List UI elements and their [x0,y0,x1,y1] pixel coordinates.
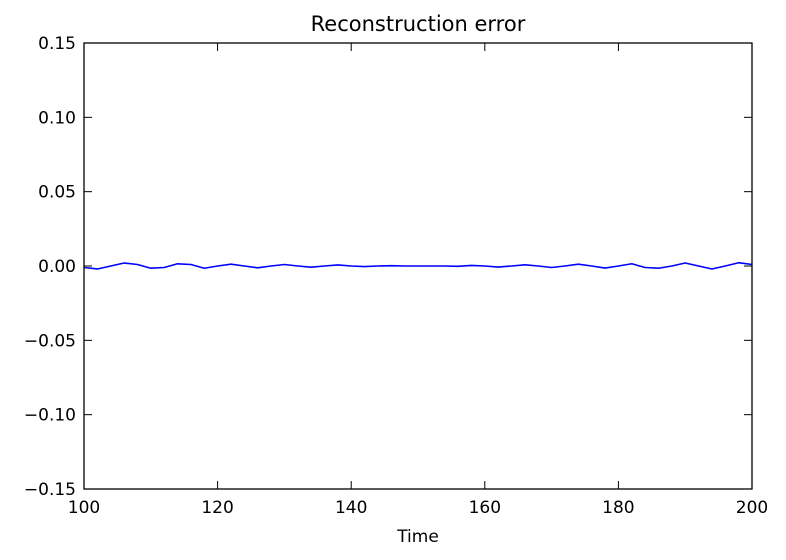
series-line-0 [83,261,753,270]
x-tick-label: 140 [335,498,367,518]
y-tick-label: 0.00 [38,257,76,277]
plot-area [83,261,753,270]
x-tick-label: 200 [736,498,768,518]
chart-title: Reconstruction error [311,12,526,36]
x-tick-label: 100 [68,498,100,518]
x-tick-label: 160 [469,498,501,518]
y-tick-label: −0.15 [24,480,76,500]
x-axis-label: Time [396,527,439,547]
y-tick-label: −0.10 [24,406,76,426]
y-axis: 0.15 0.10 0.05 0.00 −0.05 −0.10 −0.15 [24,34,752,500]
x-axis: 100 120 140 160 180 200 [68,43,768,518]
y-tick-label: −0.05 [24,331,76,351]
y-tick-label: 0.05 [38,183,76,203]
y-tick-label: 0.10 [38,108,76,128]
x-tick-label: 120 [201,498,233,518]
y-tick-label: 0.15 [38,34,76,54]
x-tick-label: 180 [602,498,634,518]
